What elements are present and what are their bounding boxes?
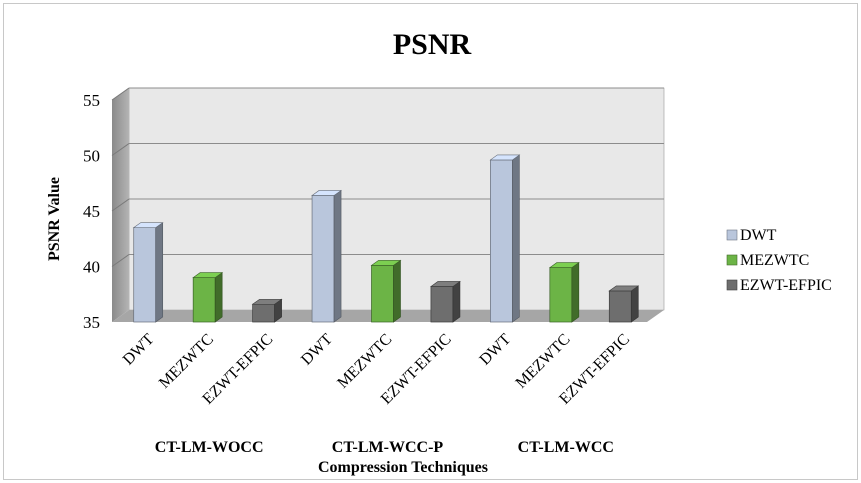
gridlines (111, 87, 664, 267)
y-tick-label: 35 (83, 313, 100, 332)
bar (608, 285, 640, 323)
x-tick-label: MEZWTC (334, 331, 395, 392)
y-tick-label: 55 (83, 91, 100, 110)
x-tick-label: MEZWTC (156, 331, 217, 392)
group-label: CT-LM-WCC (518, 439, 614, 456)
y-tick-label: 40 (83, 258, 100, 277)
bar (370, 259, 402, 323)
y-axis-ticks: 35 40 45 50 55 (83, 91, 100, 332)
group-label: CT-LM-WCC-P (332, 439, 444, 456)
chart-frame: 35 40 45 50 55 DWT MEZWTC EZWT-EFPIC DWT MEZWTC E… (3, 3, 858, 480)
bar (311, 189, 342, 323)
legend-label: MEZWTC (740, 252, 809, 269)
legend: DWT MEZWTC EZWT-EFPIC (726, 227, 832, 294)
y-tick-label: 45 (83, 202, 100, 221)
x-tick-label: DWT (476, 331, 514, 369)
legend-label: EZWT-EFPIC (740, 277, 832, 294)
legend-label: DWT (740, 227, 777, 244)
group-label: CT-LM-WOCC (155, 439, 264, 456)
bars (132, 154, 640, 323)
legend-swatch (726, 229, 738, 241)
x-tick-label: DWT (120, 331, 158, 369)
bar (251, 298, 283, 323)
group-labels: CT-LM-WOCC CT-LM-WCC-P CT-LM-WCC (155, 439, 614, 456)
legend-swatch (726, 279, 738, 291)
chart-title: PSNR (393, 28, 472, 61)
bar (132, 222, 164, 323)
bar (430, 280, 461, 323)
x-tick-label: MEZWTC (513, 331, 574, 392)
x-tick-label: DWT (298, 331, 336, 369)
y-tick-label: 50 (83, 147, 100, 166)
legend-swatch (726, 254, 738, 266)
x-axis-label: Compression Techniques (318, 459, 488, 476)
gridline-side (111, 87, 130, 101)
bar (192, 272, 224, 323)
gridline-side (111, 198, 130, 212)
y-axis-label: PSNR Value (46, 177, 63, 261)
gridline-side (111, 254, 130, 267)
gridline-side (111, 143, 130, 156)
bar (548, 262, 580, 323)
bar (489, 154, 521, 323)
